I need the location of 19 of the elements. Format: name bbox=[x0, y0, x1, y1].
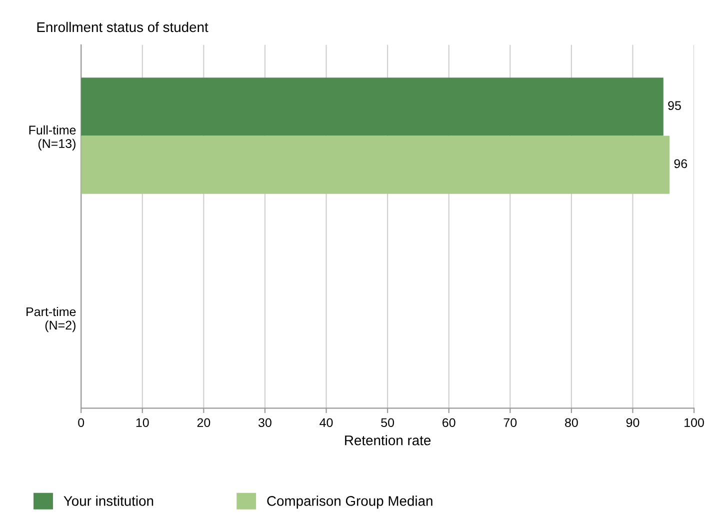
x-tick-label: 40 bbox=[320, 418, 333, 428]
x-tick-label: 70 bbox=[504, 418, 517, 428]
legend-label: Your institution bbox=[64, 496, 154, 506]
y-tick-label: Part-time (N=2) bbox=[26, 306, 76, 332]
x-tick-label: 60 bbox=[442, 418, 456, 428]
data-label: 96 bbox=[674, 159, 688, 168]
x-tick-label: 50 bbox=[381, 418, 394, 428]
y-tick-label: Full-time (N=13) bbox=[29, 125, 76, 150]
x-tick-label: 80 bbox=[565, 418, 578, 428]
legend-label: Comparison Group Median bbox=[267, 496, 432, 509]
x-tick-label: 20 bbox=[197, 418, 210, 428]
x-tick-label: 30 bbox=[258, 418, 272, 428]
x-tick-label: 10 bbox=[136, 418, 149, 428]
x-tick-label: 90 bbox=[626, 418, 640, 428]
x-axis-title: Retention rate bbox=[345, 435, 431, 446]
chart-title: Enrollment status of student bbox=[37, 22, 208, 32]
data-label: 95 bbox=[668, 101, 681, 110]
x-tick-label: 100 bbox=[684, 418, 704, 428]
x-tick-label: 0 bbox=[78, 418, 84, 428]
